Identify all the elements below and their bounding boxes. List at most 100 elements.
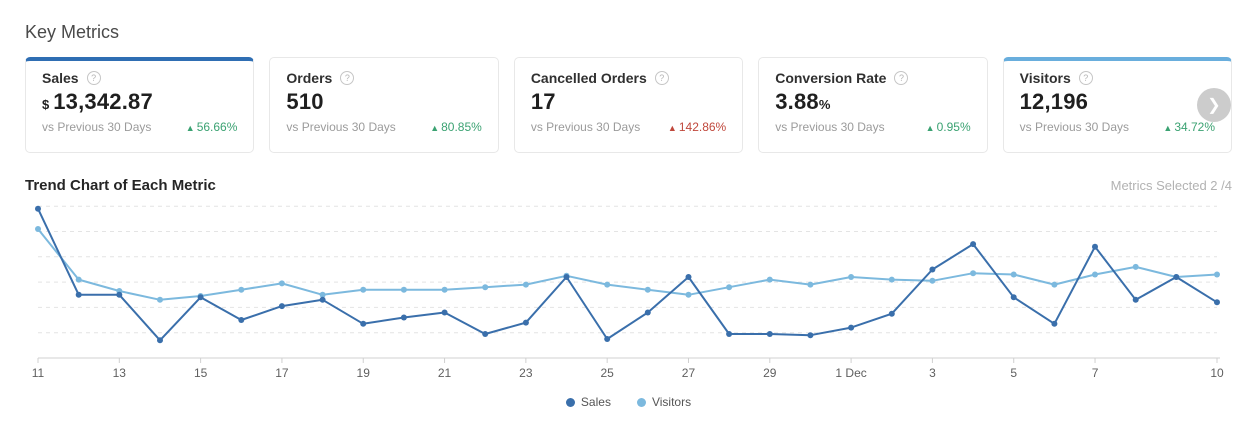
chart-legend: Sales Visitors (25, 395, 1232, 409)
visitors-data-point[interactable] (1010, 271, 1017, 278)
visitors-data-point[interactable] (848, 274, 855, 280)
help-icon[interactable]: ? (340, 71, 355, 85)
visitors-data-point[interactable] (1132, 263, 1139, 270)
visitors-line (37, 228, 1218, 301)
sales-data-point[interactable] (157, 337, 163, 344)
visitors-data-point[interactable] (238, 286, 245, 293)
visitors-data-point[interactable] (400, 286, 407, 293)
x-tick-label: 11 (32, 366, 45, 380)
metric-card-cancelled-orders[interactable]: Cancelled Orders ? 17 vs Previous 30 Day… (513, 57, 744, 153)
visitors-data-point[interactable] (807, 281, 814, 288)
compare-label: vs Previous 30 Days (286, 120, 396, 134)
visitors-data-point[interactable] (644, 286, 651, 293)
sales-data-point[interactable] (75, 291, 82, 298)
carousel-next-button[interactable]: ❯ (1197, 88, 1231, 122)
delta-badge: ▲ 80.85% (430, 120, 482, 134)
metric-value: 17 (530, 89, 556, 114)
card-title: Cancelled Orders (530, 70, 647, 86)
chevron-right-icon: ❯ (1207, 97, 1221, 114)
sales-data-point[interactable] (726, 331, 733, 337)
visitors-legend-dot-icon (636, 397, 646, 407)
sales-data-point[interactable] (522, 319, 529, 326)
sales-data-point[interactable] (1051, 320, 1058, 327)
sales-data-point[interactable] (1092, 243, 1098, 250)
visitors-data-point[interactable] (685, 291, 692, 298)
card-title: Sales (42, 70, 79, 86)
x-tick-label: 25 (600, 366, 614, 380)
visitors-data-point[interactable] (35, 226, 41, 232)
sales-data-point[interactable] (116, 291, 123, 298)
sales-data-point[interactable] (1214, 299, 1220, 306)
card-title: Conversion Rate (775, 70, 887, 86)
visitors-data-point[interactable] (75, 276, 82, 283)
legend-item-sales[interactable]: Sales (565, 395, 611, 409)
visitors-data-point[interactable] (1051, 281, 1058, 288)
sales-data-point[interactable] (319, 296, 326, 303)
x-tick-label: 27 (682, 366, 696, 380)
visitors-data-point[interactable] (278, 280, 285, 287)
sales-data-point[interactable] (563, 274, 570, 280)
visitors-data-point[interactable] (157, 296, 163, 303)
sales-data-point[interactable] (644, 309, 651, 316)
sales-data-point[interactable] (604, 336, 611, 342)
sales-data-point[interactable] (970, 241, 977, 248)
sales-data-point[interactable] (278, 303, 285, 310)
sales-data-point[interactable] (807, 332, 814, 339)
help-icon[interactable]: ? (86, 71, 101, 85)
metric-card-visitors[interactable]: Visitors ? 12,196 vs Previous 30 Days ▲ 3… (1002, 57, 1233, 153)
trend-chart-svg: 11 13 15 17 19 21 23 25 27 29 1 Dec 3 5 7 10 (32, 205, 1224, 380)
visitors-data-point[interactable] (522, 281, 529, 288)
sales-data-point[interactable] (766, 331, 773, 337)
sales-data-point[interactable] (35, 205, 41, 212)
help-icon[interactable]: ? (894, 71, 909, 85)
visitors-data-point[interactable] (970, 270, 977, 277)
series-visitors (35, 226, 1220, 303)
help-icon[interactable]: ? (654, 71, 669, 85)
sales-data-point[interactable] (888, 310, 895, 317)
visitors-data-point[interactable] (319, 291, 326, 298)
visitors-data-point[interactable] (888, 276, 895, 283)
visitors-data-point[interactable] (726, 284, 733, 291)
up-arrow-icon: ▲ (925, 123, 935, 133)
visitors-data-point[interactable] (766, 276, 773, 283)
up-arrow-icon: ▲ (185, 123, 195, 133)
sales-data-point[interactable] (441, 309, 448, 316)
sales-data-point[interactable] (400, 314, 407, 321)
x-tick-label: 23 (519, 366, 533, 380)
up-arrow-icon: ▲ (1163, 123, 1173, 133)
sales-data-point[interactable] (1132, 296, 1139, 303)
sales-data-point[interactable] (482, 331, 489, 337)
x-axis-ticks: 11 13 15 17 19 21 23 25 27 29 1 Dec 3 5 7 10 (32, 358, 1224, 380)
delta-badge: ▲ 56.66% (185, 120, 238, 134)
compare-label: vs Previous 30 Days (1019, 120, 1130, 134)
metric-card-sales[interactable]: Sales ? $ 13,342.87 vs Previous 30 Days … (25, 57, 255, 153)
visitors-data-point[interactable] (604, 281, 611, 288)
sales-data-point[interactable] (360, 320, 367, 327)
sales-data-point[interactable] (685, 274, 692, 280)
metric-card-orders[interactable]: Orders ? 510 vs Previous 30 Days ▲ 80.85% (269, 57, 499, 153)
visitors-data-point[interactable] (929, 277, 936, 284)
sales-data-point[interactable] (1173, 274, 1180, 280)
visitors-data-point[interactable] (360, 286, 367, 293)
sales-data-point[interactable] (929, 266, 936, 273)
visitors-data-point[interactable] (482, 284, 489, 291)
visitors-data-point[interactable] (441, 286, 448, 293)
delta-badge: ▲ 0.95% (925, 120, 971, 134)
x-tick-label: 10 (1210, 366, 1224, 380)
x-tick-label: 21 (438, 366, 452, 380)
trend-chart-title: Trend Chart of Each Metric (25, 177, 216, 194)
compare-label: vs Previous 30 Days (530, 120, 641, 134)
x-tick-label: 7 (1092, 366, 1099, 380)
sales-data-point[interactable] (848, 324, 855, 331)
metric-card-conversion-rate[interactable]: Conversion Rate ? 3.88% vs Previous 30 D… (758, 57, 988, 153)
metric-value: $ 13,342.87 (42, 89, 153, 114)
sales-data-point[interactable] (197, 294, 204, 301)
sales-data-point[interactable] (238, 317, 245, 323)
visitors-data-point[interactable] (1214, 271, 1220, 278)
sales-data-point[interactable] (1010, 294, 1017, 301)
delta-badge: ▲ 142.86% (667, 120, 727, 134)
visitors-data-point[interactable] (1092, 271, 1098, 278)
help-icon[interactable]: ? (1078, 71, 1093, 85)
legend-item-visitors[interactable]: Visitors (636, 395, 691, 409)
series-sales (35, 205, 1220, 344)
